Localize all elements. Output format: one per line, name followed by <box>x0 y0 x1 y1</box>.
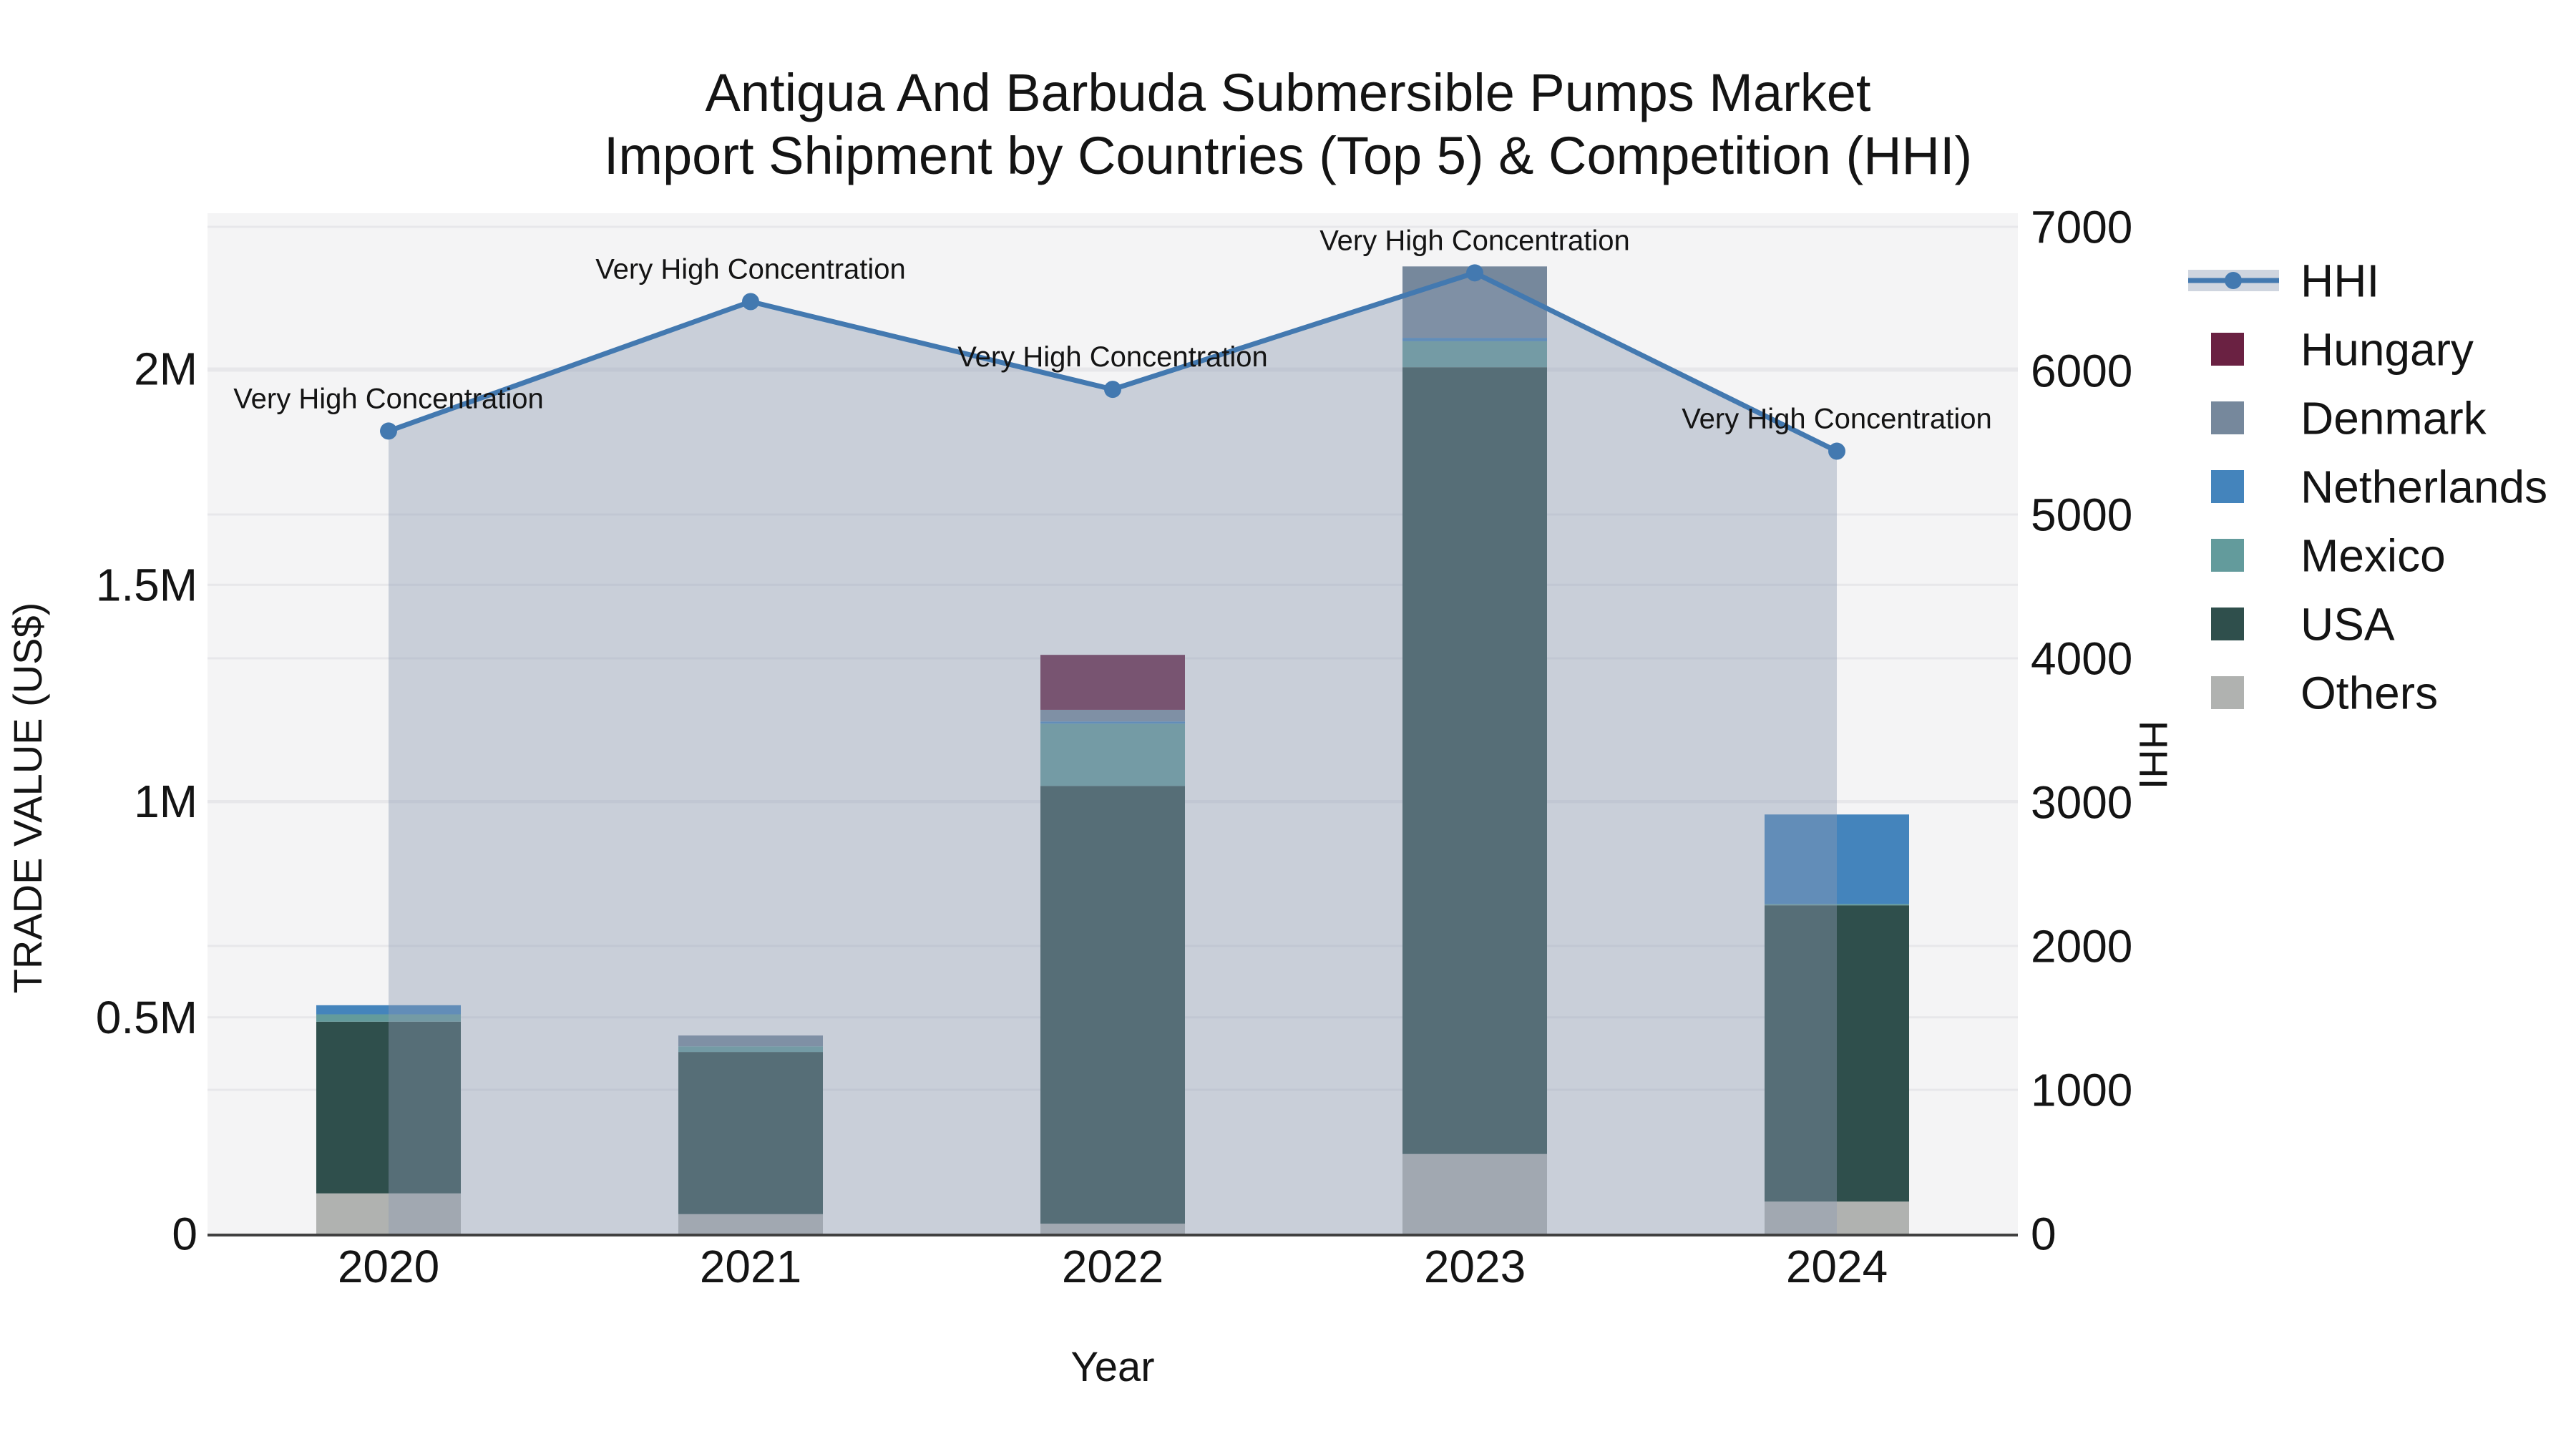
y-right-tick-2000: 2000 <box>2031 920 2132 972</box>
y-right-axis-title: HHI <box>2131 721 2176 789</box>
bar-segment-mexico-2020[interactable] <box>316 1014 461 1022</box>
bar-segment-denmark-2021[interactable] <box>678 1035 823 1047</box>
x-tick-2022: 2022 <box>1062 1241 1163 1292</box>
annotation-2021: Very High Concentration <box>595 254 906 286</box>
legend-hhi-marker-icon <box>2225 272 2242 289</box>
legend-label-hungary: Hungary <box>2301 323 2474 375</box>
y-right-tick-1000: 1000 <box>2031 1064 2132 1116</box>
legend-item-denmark[interactable]: Denmark <box>2211 392 2487 444</box>
legend-swatch-hungary-icon <box>2211 333 2244 366</box>
bar-segment-usa-2023[interactable] <box>1402 367 1547 1154</box>
chart-title-line1: Antigua And Barbuda Submersible Pumps Ma… <box>706 63 1871 122</box>
bar-segment-netherlands-2024[interactable] <box>1765 814 1909 904</box>
y-right-tick-3000: 3000 <box>2031 776 2132 828</box>
y-left-tick-0.5M: 0.5M <box>96 992 197 1043</box>
bar-segment-others-2021[interactable] <box>678 1214 823 1234</box>
legend-label-usa: USA <box>2301 598 2395 650</box>
legend-item-hhi[interactable]: HHI <box>2188 255 2379 306</box>
y-left-tick-0: 0 <box>172 1208 197 1259</box>
legend-label-hhi: HHI <box>2301 255 2379 306</box>
annotation-2020: Very High Concentration <box>233 383 544 414</box>
annotation-2022: Very High Concentration <box>957 341 1268 373</box>
bar-segment-mexico-2021[interactable] <box>678 1046 823 1053</box>
y-right-tick-5000: 5000 <box>2031 489 2132 540</box>
legend-swatch-denmark-icon <box>2211 401 2244 434</box>
bar-segment-usa-2024[interactable] <box>1765 905 1909 1202</box>
hhi-point-2024[interactable] <box>1828 442 1845 460</box>
bar-segment-netherlands-2023[interactable] <box>1402 338 1547 341</box>
legend-item-mexico[interactable]: Mexico <box>2211 530 2446 581</box>
bar-segment-netherlands-2020[interactable] <box>316 1005 461 1015</box>
legend-item-usa[interactable]: USA <box>2211 598 2395 650</box>
legend-item-netherlands[interactable]: Netherlands <box>2211 461 2547 512</box>
x-tick-2023: 2023 <box>1424 1241 1526 1292</box>
y-right-tick-0: 0 <box>2031 1208 2057 1259</box>
legend-swatch-others-icon <box>2211 676 2244 709</box>
bar-segment-others-2022[interactable] <box>1040 1224 1185 1234</box>
legend-label-denmark: Denmark <box>2301 392 2487 444</box>
x-axis-title: Year <box>1070 1344 1154 1390</box>
bar-segment-hungary-2022[interactable] <box>1040 655 1185 710</box>
bar-segment-mexico-2022[interactable] <box>1040 723 1185 786</box>
legend-swatch-mexico-icon <box>2211 539 2244 572</box>
bar-segment-mexico-2023[interactable] <box>1402 341 1547 368</box>
y-right-tick-4000: 4000 <box>2031 633 2132 684</box>
hhi-point-2023[interactable] <box>1466 264 1483 282</box>
legend-swatch-usa-icon <box>2211 608 2244 640</box>
bar-segment-usa-2020[interactable] <box>316 1021 461 1194</box>
y-left-tick-1M: 1M <box>134 776 197 827</box>
y-right-tick-7000: 7000 <box>2031 201 2132 253</box>
bar-segment-usa-2022[interactable] <box>1040 786 1185 1224</box>
x-tick-2020: 2020 <box>338 1241 439 1292</box>
bar-segment-mexico-2024[interactable] <box>1765 904 1909 906</box>
hhi-point-2021[interactable] <box>742 293 759 311</box>
bar-segment-netherlands-2022[interactable] <box>1040 721 1185 724</box>
y-left-tick-1.5M: 1.5M <box>96 560 197 611</box>
bar-segment-denmark-2022[interactable] <box>1040 709 1185 722</box>
annotation-2023: Very High Concentration <box>1319 225 1630 256</box>
hhi-point-2022[interactable] <box>1104 381 1121 399</box>
x-tick-2024: 2024 <box>1786 1241 1888 1292</box>
bar-segment-others-2024[interactable] <box>1765 1201 1909 1234</box>
hhi-point-2020[interactable] <box>380 422 397 440</box>
legend-label-netherlands: Netherlands <box>2301 461 2547 512</box>
x-tick-2021: 2021 <box>700 1241 801 1292</box>
bar-segment-others-2023[interactable] <box>1402 1153 1547 1234</box>
y-right-tick-6000: 6000 <box>2031 345 2132 396</box>
legend-label-others: Others <box>2301 667 2438 718</box>
legend-label-mexico: Mexico <box>2301 530 2446 581</box>
bar-segment-usa-2021[interactable] <box>678 1052 823 1214</box>
legend: HHI Hungary Denmark Netherlands Mexico USA Oth… <box>2188 255 2547 718</box>
hhi-area-fill <box>389 273 1837 1234</box>
legend-item-hungary[interactable]: Hungary <box>2211 323 2474 375</box>
chart-title-line2: Import Shipment by Countries (Top 5) & C… <box>604 126 1972 185</box>
annotation-2024: Very High Concentration <box>1682 404 1992 435</box>
legend-swatch-netherlands-icon <box>2211 470 2244 503</box>
bar-segment-others-2020[interactable] <box>316 1193 461 1234</box>
y-left-tick-2M: 2M <box>134 343 197 394</box>
y-left-axis-title: TRADE VALUE (US$) <box>5 602 50 994</box>
legend-item-others[interactable]: Others <box>2211 667 2438 718</box>
plot-area: Very High Concentration Very High Concent… <box>96 201 2133 1292</box>
